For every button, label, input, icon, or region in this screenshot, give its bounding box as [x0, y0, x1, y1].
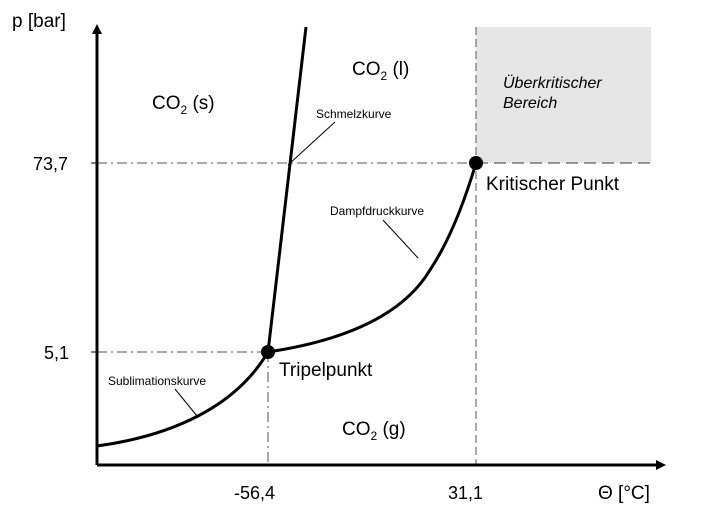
region-gas-main: CO: [342, 419, 371, 440]
melting-curve: [266, 26, 308, 353]
x-tick-label-31-1: 31,1: [448, 483, 483, 503]
melting-curve-leader: [287, 121, 336, 166]
region-solid-rest: (s): [187, 93, 214, 114]
y-tick-label-73-7: 73,7: [33, 154, 68, 174]
critical-point-marker: [469, 156, 483, 170]
region-solid-main: CO: [152, 93, 181, 114]
region-liquid-main: CO: [352, 59, 381, 80]
region-gas-rest: (g): [377, 419, 406, 440]
region-label-solid: CO2 (s): [152, 93, 215, 117]
melting-curve-label: Schmelzkurve: [316, 107, 392, 121]
x-tick-label-minus-56-4: -56,4: [234, 483, 275, 503]
triple-point-label: Tripelpunkt: [279, 360, 373, 381]
x-axis-label: Θ [°C]: [598, 483, 650, 504]
sublimation-curve-leader: [174, 388, 198, 417]
region-gas-subscript: 2: [371, 429, 378, 443]
y-axis-label: p [bar]: [12, 11, 66, 32]
region-label-gas: CO2 (g): [342, 419, 406, 443]
vapor-pressure-curve-leader: [382, 219, 419, 259]
region-solid-subscript: 2: [181, 103, 188, 117]
critical-point-label: Kritischer Punkt: [486, 174, 620, 195]
sublimation-curve-label: Sublimationskurve: [108, 374, 206, 388]
region-liquid-rest: (l): [387, 59, 409, 80]
supercritical-label-line2: Bereich: [503, 95, 557, 112]
vapor-pressure-curve: [267, 162, 478, 354]
triple-point-marker: [261, 345, 275, 359]
region-label-liquid: CO2 (l): [352, 59, 409, 83]
supercritical-label-line1: Überkritischer: [503, 74, 602, 92]
sublimation-curve: [96, 351, 270, 448]
supercritical-region: [476, 27, 651, 163]
y-tick-label-5-1: 5,1: [44, 343, 69, 363]
region-liquid-subscript: 2: [381, 69, 388, 83]
vapor-pressure-curve-label: Dampfdruckkurve: [330, 204, 424, 218]
